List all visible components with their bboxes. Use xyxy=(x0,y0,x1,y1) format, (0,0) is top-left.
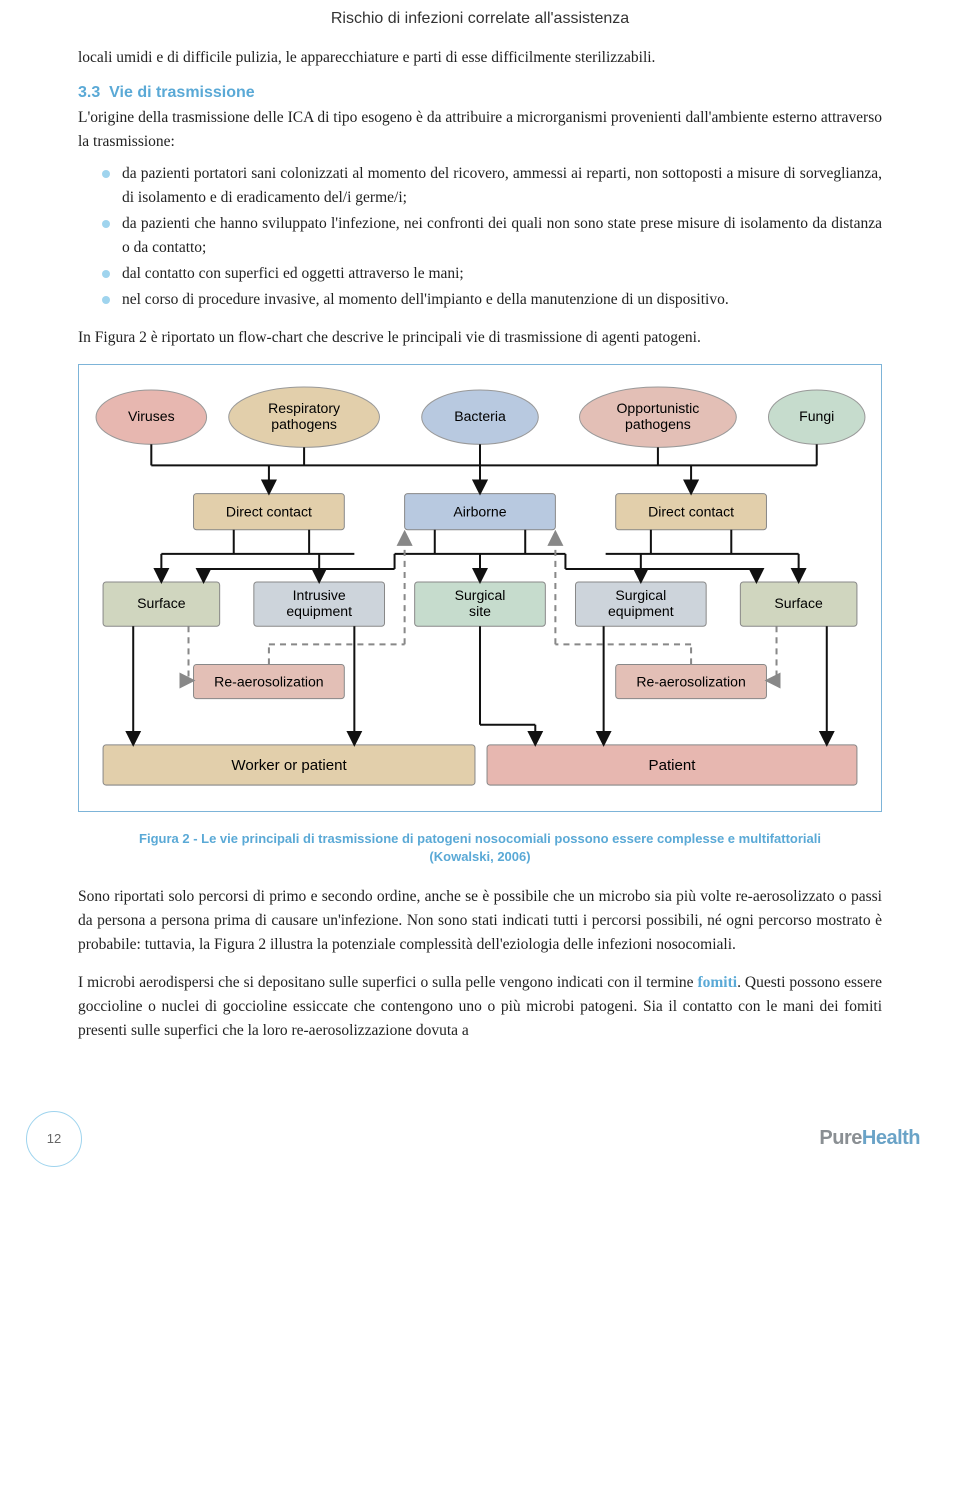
list-item: dal contatto con superfici ed oggetti at… xyxy=(102,262,882,286)
text-run: I microbi aerodispersi che si depositano… xyxy=(78,974,697,991)
svg-text:Worker or patient: Worker or patient xyxy=(231,757,347,774)
svg-text:Viruses: Viruses xyxy=(128,408,175,424)
svg-text:pathogens: pathogens xyxy=(625,416,691,432)
logo-text-b: Health xyxy=(862,1127,920,1149)
svg-text:Airborne: Airborne xyxy=(453,504,506,520)
section-title: Vie di trasmissione xyxy=(109,84,255,101)
svg-text:Respiratory: Respiratory xyxy=(268,400,340,416)
svg-text:site: site xyxy=(469,603,491,619)
figure-intro-paragraph: In Figura 2 è riportato un flow-chart ch… xyxy=(78,326,882,350)
svg-text:Direct contact: Direct contact xyxy=(226,504,312,520)
section-intro-paragraph: L'origine della trasmissione delle ICA d… xyxy=(78,106,882,154)
svg-text:Intrusive: Intrusive xyxy=(293,587,346,603)
page-number: 12 xyxy=(26,1111,82,1167)
list-item: da pazienti portatori sani colonizzati a… xyxy=(102,162,882,210)
fomiti-link[interactable]: fomiti xyxy=(697,974,737,991)
svg-text:equipment: equipment xyxy=(608,603,674,619)
list-item: nel corso di procedure invasive, al mome… xyxy=(102,288,882,312)
svg-text:pathogens: pathogens xyxy=(271,416,337,432)
bullet-list: da pazienti portatori sani colonizzati a… xyxy=(78,162,882,312)
svg-text:Re-aerosolization: Re-aerosolization xyxy=(636,674,745,690)
flowchart-figure: Viruses Respiratory pathogens Bacteria O… xyxy=(78,364,882,812)
list-item: da pazienti che hanno sviluppato l'infez… xyxy=(102,212,882,260)
svg-text:Fungi: Fungi xyxy=(799,408,834,424)
logo-text-a: Pure xyxy=(819,1127,861,1149)
svg-text:Surgical: Surgical xyxy=(455,587,506,603)
page-header: Rischio di infezioni correlate all'assis… xyxy=(78,0,882,46)
section-heading: 3.3 Vie di trasmissione xyxy=(78,84,882,102)
svg-text:Patient: Patient xyxy=(649,757,697,774)
section-number: 3.3 xyxy=(78,84,100,101)
body-paragraph: I microbi aerodispersi che si depositano… xyxy=(78,971,882,1043)
svg-text:Opportunistic: Opportunistic xyxy=(616,400,699,416)
brand-logo: PureHealth xyxy=(819,1127,920,1150)
body-paragraph: Sono riportati solo percorsi di primo e … xyxy=(78,885,882,957)
svg-text:Bacteria: Bacteria xyxy=(454,408,506,424)
figure-caption: Figura 2 - Le vie principali di trasmiss… xyxy=(118,830,842,866)
svg-text:Surgical: Surgical xyxy=(615,587,666,603)
svg-text:equipment: equipment xyxy=(286,603,352,619)
svg-text:Surface: Surface xyxy=(774,595,823,611)
svg-text:Direct contact: Direct contact xyxy=(648,504,734,520)
intro-paragraph: locali umidi e di difficile pulizia, le … xyxy=(78,46,882,70)
svg-text:Surface: Surface xyxy=(137,595,186,611)
svg-text:Re-aerosolization: Re-aerosolization xyxy=(214,674,323,690)
